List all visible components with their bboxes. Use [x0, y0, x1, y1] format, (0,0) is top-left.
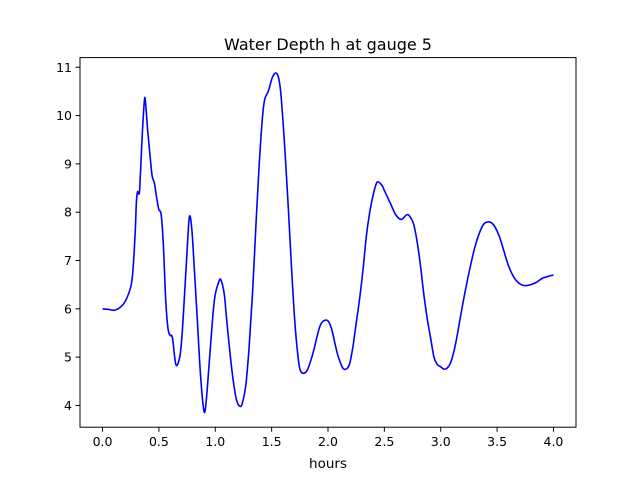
plot-series-group	[102, 72, 554, 414]
y-tick-label: 8	[64, 205, 72, 220]
x-tick-label: 0.0	[93, 434, 113, 449]
x-axis-ticks: 0.0 0.5 1.0 1.5 2.0 2.5 3.0 3.5 4.0	[93, 427, 564, 449]
x-tick-label: 1.0	[205, 434, 225, 449]
y-tick-label: 11	[56, 60, 72, 75]
y-tick-label: 9	[64, 156, 72, 171]
x-axis-label: hours	[309, 456, 347, 472]
x-tick-label: 1.5	[262, 434, 282, 449]
x-tick-label: 3.5	[487, 434, 507, 449]
x-tick-label: 3.0	[431, 434, 451, 449]
y-axis-ticks: 4 5 6 7 8 9 10 11	[56, 60, 80, 413]
y-tick-label: 10	[56, 108, 72, 123]
y-tick-label: 5	[64, 350, 72, 365]
x-tick-label: 2.5	[374, 434, 394, 449]
x-tick-label: 4.0	[544, 434, 564, 449]
x-tick-label: 2.0	[318, 434, 338, 449]
y-tick-label: 6	[64, 301, 72, 316]
water-depth-series-line	[102, 72, 554, 414]
x-tick-label: 0.5	[149, 434, 169, 449]
chart-title: Water Depth h at gauge 5	[224, 35, 432, 54]
y-tick-label: 4	[64, 398, 72, 413]
y-tick-label: 7	[64, 253, 72, 268]
